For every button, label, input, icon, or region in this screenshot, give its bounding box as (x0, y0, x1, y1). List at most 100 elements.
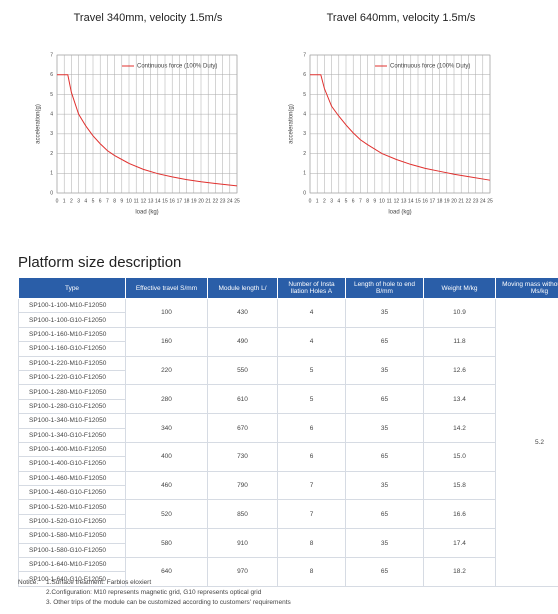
value-cell: 7 (277, 470, 346, 501)
value-cell: 10.9 (423, 298, 496, 328)
value-cell: 15.0 (423, 441, 496, 472)
table-row: SP100-1-280-M10-F12050 280 610 5 65 13.4 (18, 384, 558, 415)
header-cell: Effective travel S/mm (125, 277, 208, 299)
value-cell: 910 (207, 528, 278, 559)
x-tick-label: 20 (198, 198, 204, 204)
value-cell: 610 (207, 384, 278, 415)
x-tick-label: 14 (155, 198, 161, 204)
charts: Travel 340mm, velocity 1.5m/s0 1 2 3 4 5 6 7 8 9 1… (36, 12, 493, 216)
notice: Notice: 1.Surface treatment: Farblos elox… (18, 578, 291, 606)
type-cell: SP100-1-100-G10-F12050 (18, 312, 126, 328)
x-tick-label: 0 (56, 198, 59, 204)
value-cell: 5 (277, 355, 346, 386)
x-tick-label: 9 (373, 198, 376, 204)
x-tick-label: 5 (92, 198, 95, 204)
value-cell: 580 (125, 528, 208, 559)
x-tick-label: 8 (113, 198, 116, 204)
y-tick-label: 4 (303, 111, 306, 117)
value-cell: 12.6 (423, 355, 496, 386)
value-cell: 520 (125, 499, 208, 530)
x-tick-label: 2 (70, 198, 73, 204)
value-cell: 14.2 (423, 413, 496, 443)
type-cell: SP100-1-280-G10-F12050 (18, 398, 126, 415)
header-cell: Weight M/kg (423, 277, 496, 299)
y-tick-label: 7 (50, 52, 53, 58)
table-row: SP100-1-160-M10-F12050 160 490 4 65 11.8 (18, 326, 558, 357)
type-cell: SP100-1-400-G10-F12050 (18, 456, 126, 472)
value-cell: 65 (345, 441, 424, 472)
x-tick-label: 19 (444, 198, 450, 204)
x-tick-label: 20 (451, 198, 457, 204)
value-cell: 970 (207, 557, 278, 587)
table-row: SP100-1-580-M10-F12050 580 910 8 35 17.4 (18, 528, 558, 559)
value-cell: 730 (207, 441, 278, 472)
value-cell: 17.4 (423, 528, 496, 559)
x-tick-label: 1 (316, 198, 319, 204)
type-cell: SP100-1-640-M10-F12050 (18, 557, 126, 573)
type-cell: SP100-1-520-G10-F12050 (18, 513, 126, 530)
type-cell: SP100-1-280-M10-F12050 (18, 384, 126, 400)
notice-item: 3. Other trips of the module can be cust… (46, 599, 291, 606)
value-cell: 16.6 (423, 499, 496, 530)
y-tick-label: 6 (50, 72, 53, 78)
x-tick-label: 3 (77, 198, 80, 204)
chart-title: Travel 640mm, velocity 1.5m/s (327, 12, 476, 24)
type-cell: SP100-1-580-M10-F12050 (18, 528, 126, 544)
y-tick-label: 0 (303, 190, 306, 196)
value-cell: 35 (345, 298, 424, 328)
value-cell: 4 (277, 298, 346, 328)
x-tick-label: 5 (345, 198, 348, 204)
value-cell: 400 (125, 441, 208, 472)
x-axis-label: load (kg) (135, 210, 158, 216)
x-tick-label: 21 (458, 198, 464, 204)
y-axis-label: acceleration(g) (36, 104, 42, 144)
value-cell: 6 (277, 441, 346, 472)
x-tick-label: 1 (63, 198, 66, 204)
type-cell: SP100-1-340-G10-F12050 (18, 427, 126, 443)
y-axis-label: acceleration(g) (289, 104, 295, 144)
header-cell: Moving mass without load Ms/kg (495, 277, 558, 299)
x-tick-label: 22 (213, 198, 219, 204)
type-cell: SP100-1-400-M10-F12050 (18, 441, 126, 458)
value-cell: 7 (277, 499, 346, 530)
x-tick-label: 23 (473, 198, 479, 204)
x-tick-label: 14 (408, 198, 414, 204)
value-cell: 5 (277, 384, 346, 415)
notice-label: Notice: (18, 579, 39, 586)
table-row: SP100-1-400-M10-F12050 400 730 6 65 15.0 (18, 441, 558, 472)
type-cell: SP100-1-160-G10-F12050 (18, 341, 126, 357)
notice-items: 1.Surface treatment: Farblos eloxiert 2.C… (46, 578, 291, 608)
line-series (310, 74, 491, 181)
value-cell: 65 (345, 326, 424, 357)
header-cell: Type (18, 277, 126, 299)
x-tick-label: 23 (220, 198, 226, 204)
x-tick-label: 24 (480, 198, 486, 204)
value-cell: 15.8 (423, 470, 496, 501)
value-cell: 340 (125, 413, 208, 443)
value-cell: 35 (345, 413, 424, 443)
x-tick-label: 7 (106, 198, 109, 204)
x-tick-label: 25 (234, 198, 240, 204)
value-cell: 35 (345, 355, 424, 386)
table-row: SP100-1-100-M10-F12050 100 430 4 35 10.9 5.2 (18, 297, 558, 587)
x-tick-label: 6 (352, 198, 355, 204)
header-cell: Length of hole to end B/mm (345, 277, 424, 299)
x-tick-label: 0 (309, 198, 312, 204)
chart-title: Travel 340mm, velocity 1.5m/s (74, 12, 223, 24)
spec-table: Type Effective travel S/mm Module length L… (18, 277, 558, 587)
section-heading: Platform size description (18, 254, 182, 271)
x-tick-label: 4 (337, 198, 340, 204)
y-tick-label: 2 (303, 151, 306, 157)
x-tick-label: 24 (227, 198, 233, 204)
x-tick-label: 13 (148, 198, 154, 204)
table-row: SP100-1-640-M10-F12050 640 970 8 65 18.2 (18, 557, 558, 587)
y-tick-label: 3 (50, 131, 53, 137)
value-cell: 65 (345, 499, 424, 530)
y-tick-label: 7 (303, 52, 306, 58)
x-tick-label: 11 (387, 198, 392, 204)
x-tick-label: 15 (162, 198, 168, 204)
x-tick-label: 9 (120, 198, 123, 204)
header-cell: Module length L/ (207, 277, 278, 299)
value-cell: 460 (125, 470, 208, 501)
